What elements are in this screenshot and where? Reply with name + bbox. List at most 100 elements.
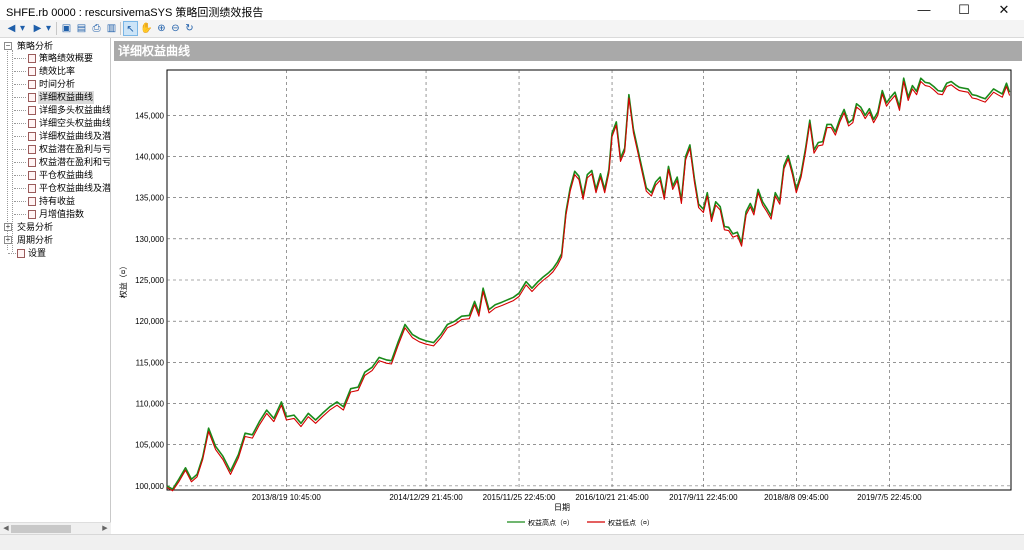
tree-section-label: 周期分析 [17,235,54,245]
toolbar-separator [120,22,121,35]
collapse-icon[interactable]: − [4,41,12,50]
tree-connector [14,136,26,137]
navigation-tree: − 策略分析 策略绩效概要 绩效比率 时间分析 详细权益曲线 详细多头权益曲线 … [0,38,111,534]
tree-connector [7,48,8,250]
tree-connector [14,149,26,150]
scroll-right-icon[interactable]: ▶ [102,525,108,532]
forward-dropdown-icon[interactable]: ▾ [45,23,52,34]
y-tick-label: 130,000 [135,235,164,244]
panel-title: 详细权益曲线 [114,41,1022,61]
tree-connector [14,175,26,176]
page-icon [28,119,36,128]
equity-low-line [166,80,1011,492]
y-gridlines [167,114,1011,487]
tree-connector [14,71,26,72]
tree-connector [12,50,13,252]
y-tick-label: 125,000 [135,276,164,285]
page-icon [28,197,36,206]
back-dropdown-icon[interactable]: ▾ [19,23,26,34]
tree-item-label: 详细权益曲线及潜在 [39,131,111,141]
y-tick-label: 105,000 [135,441,164,450]
page-icon [28,80,36,89]
x-tick-label: 2014/12/29 21:45:00 [389,493,463,502]
y-axis-label: 权益（¤） [118,262,128,298]
page-icon [28,67,36,76]
y-tick-label: 115,000 [136,358,165,367]
series-lines [166,77,1011,492]
tree-horizontal-scrollbar[interactable]: ◀ ▶ [0,522,111,534]
pointer-icon[interactable]: ↖ [123,21,138,36]
tree-connector [14,58,26,59]
print-preview-icon[interactable]: ▤ [76,23,87,34]
y-tick-label: 140,000 [135,152,164,161]
x-tick-label: 2018/8/8 09:45:00 [764,493,829,502]
zoom-out-icon[interactable]: ⊖ [171,23,180,34]
report-icon[interactable]: ▥ [106,23,117,34]
save-icon[interactable]: ▣ [61,23,72,34]
tree-item-label: 设置 [28,248,47,258]
x-tick-label: 2015/11/25 22:45:00 [483,493,556,502]
refresh-icon[interactable]: ↻ [185,23,194,34]
tree-item-label: 平仓权益曲线及潜在 [39,183,111,193]
tree-connector [14,123,26,124]
x-tick-label: 2013/8/19 10:45:00 [252,493,322,502]
y-tick-label: 135,000 [135,194,164,203]
maximize-button[interactable]: ☐ [958,2,970,17]
x-tick-label: 2016/10/21 21:45:00 [575,493,649,502]
tree-item-label: 策略绩效概要 [39,53,94,63]
page-icon [28,54,36,63]
tree-connector [14,201,26,202]
x-tick-label: 2017/9/11 22:45:00 [669,493,738,502]
page-icon [28,132,36,141]
legend-entry: 权益低点（¤） [608,518,654,527]
x-axis-label: 日期 [554,503,570,512]
legend-entry: 权益高点（¤） [528,518,574,527]
print-icon[interactable]: ⎙ [92,23,101,34]
page-icon [28,210,36,219]
expand-icon[interactable]: + [4,222,12,231]
page-icon [28,145,36,154]
page-icon [28,171,36,180]
y-tick-label: 100,000 [135,482,164,491]
tree-section-label: 策略分析 [17,41,54,51]
y-tick-label: 120,000 [135,317,164,326]
minimize-button[interactable]: — [917,2,931,17]
window-title: SHFE.rb 0000 : rescursivemaSYS 策略回测绩效报告 [6,7,264,19]
tree-section-label: 交易分析 [17,222,54,232]
forward-arrow-icon[interactable]: ▶ [33,23,42,34]
toolbar-separator [56,22,57,35]
expand-icon[interactable]: + [4,235,12,244]
tree-item-label: 权益潜在盈利和亏损 [39,157,111,167]
back-arrow-icon[interactable]: ◀ [7,23,16,34]
y-tick-labels: 100,000 105,000 110,000 115,000 120,000 125,0… [135,111,164,491]
tree-connector [14,188,26,189]
tree-item-label: 详细权益曲线 [38,91,95,104]
tree-connector [14,110,26,111]
equity-high-line [166,77,1011,491]
hand-pan-icon[interactable]: ✋ [140,23,153,34]
page-icon [28,158,36,167]
title-bar: SHFE.rb 0000 : rescursivemaSYS 策略回测绩效报告 … [0,0,1024,20]
x-tick-labels: 2013/8/19 10:45:00 2014/12/29 21:45:00 201… [252,493,922,502]
tree-item-label: 详细空头权益曲线 [39,118,111,128]
toolbar: ◀ ▾ ▶ ▾ ▣ ▤ ⎙ ▥ ↖ ✋ ⊕ ⊖ ↻ [0,20,1024,38]
zoom-in-icon[interactable]: ⊕ [157,23,166,34]
y-tick-label: 110,000 [136,400,165,409]
tree-item-label: 月增值指数 [39,209,85,219]
tree-item-label: 绩效比率 [39,66,76,76]
scrollbar-thumb[interactable] [11,525,71,533]
report-panel: 详细权益曲线 [112,38,1024,534]
tree-connector [14,214,26,215]
status-bar [0,534,1024,550]
page-icon [28,106,36,115]
tree-connector [8,253,16,254]
tree-connector [14,97,26,98]
page-icon [28,93,36,102]
scroll-left-icon[interactable]: ◀ [3,525,9,532]
tree-item-label: 权益潜在盈利与亏损 [39,144,111,154]
page-icon [28,184,36,193]
tree-item-label: 平仓权益曲线 [39,170,94,180]
tree-connector [14,84,26,85]
y-tick-label: 145,000 [135,111,164,120]
close-button[interactable]: ✕ [998,2,1010,17]
